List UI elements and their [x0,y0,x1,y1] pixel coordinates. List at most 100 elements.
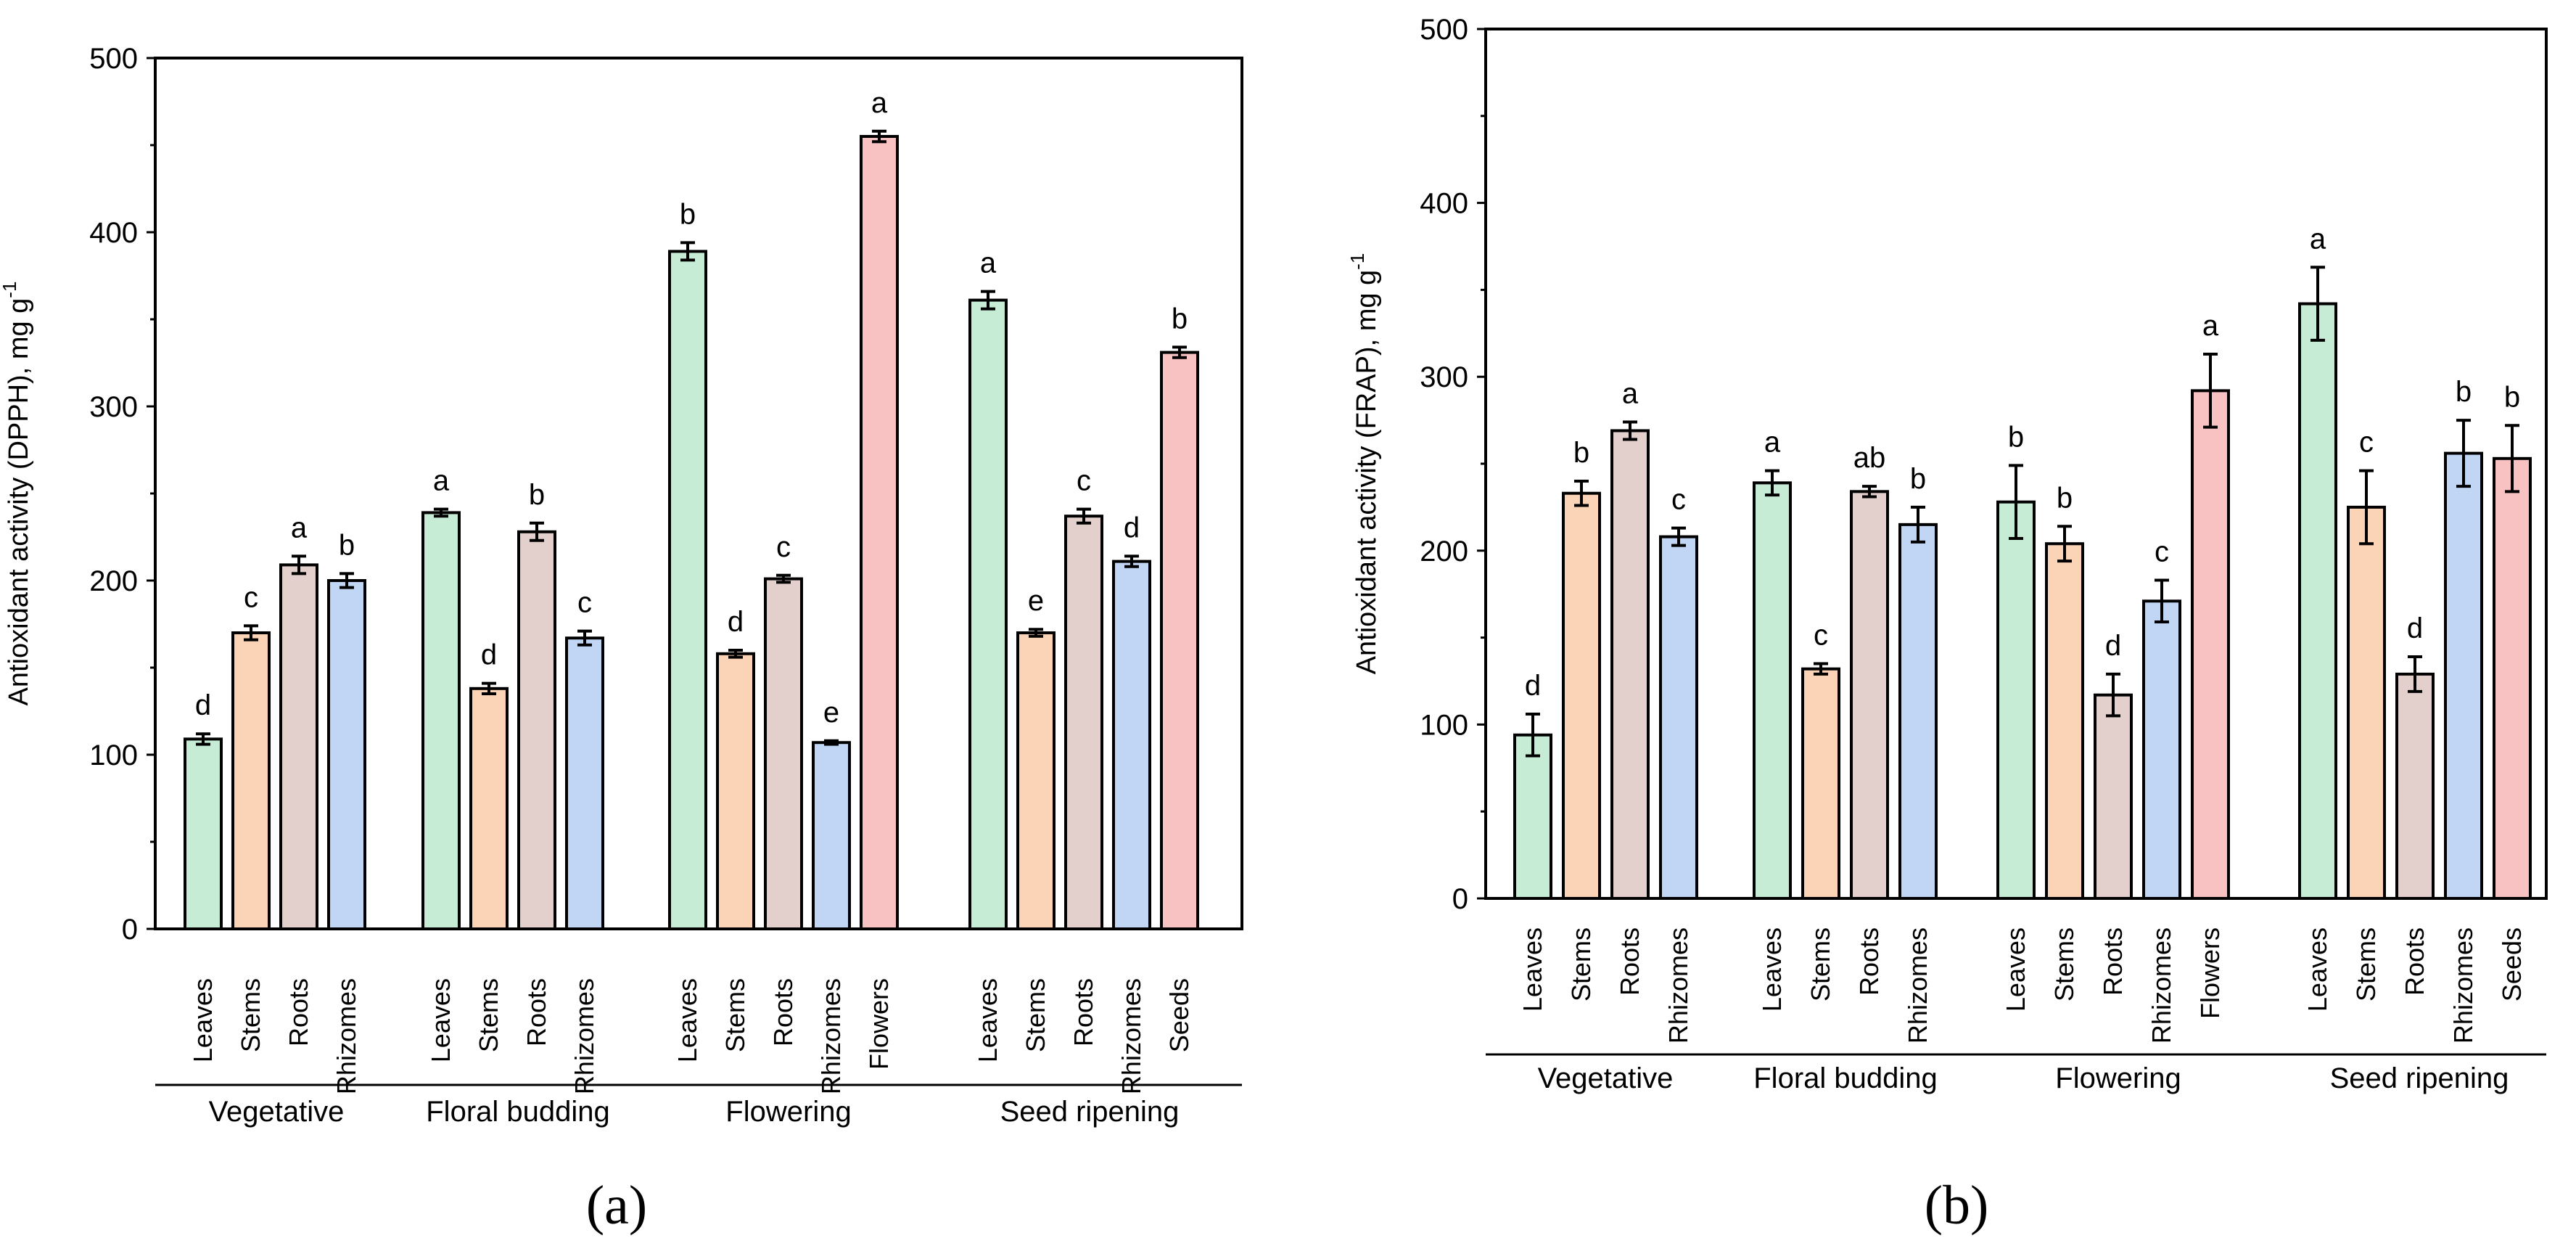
category-label: Stems [1806,927,1835,1001]
bar [469,687,509,930]
plot-frame [1484,28,2548,900]
significance-letter: e [823,697,839,729]
significance-letter: b [339,529,355,561]
significance-letter: ab [1853,442,1886,474]
significance-letter: b [2456,376,2472,408]
category-label: Stems [2049,927,2079,1001]
y-tick-label: 0 [122,914,138,946]
bar [2493,456,2532,900]
bar [1850,490,1889,900]
bar [1064,515,1103,930]
y-tick-label: 500 [89,43,138,75]
bar [2191,389,2230,900]
significance-letter: c [2359,427,2374,459]
category-label: Stems [474,978,503,1052]
panel-caption: (b) [1925,1175,1989,1236]
significance-letter: c [577,587,592,619]
bar [2444,451,2483,900]
bar [231,631,271,930]
category-label: Roots [1854,927,1884,996]
bar [1562,491,1601,900]
significance-letter: a [1764,427,1781,459]
category-label: Rhizomes [1663,927,1693,1044]
bar [2094,693,2133,901]
bar [1659,535,1698,901]
group-label: Flowering [725,1096,851,1128]
significance-letter: b [1573,437,1589,469]
bar [716,652,755,930]
bar [1753,481,1792,900]
significance-letter: b [2008,421,2024,453]
category-label: Stems [720,978,750,1052]
significance-letter: e [1028,585,1044,617]
y-tick-label: 200 [1420,536,1468,567]
category-label: Leaves [1757,927,1787,1012]
bar [2142,599,2181,900]
category-label: Roots [768,978,798,1046]
bar [1610,429,1650,900]
y-tick-label: 400 [1420,188,1468,220]
bar [1016,631,1055,930]
group-label: Floral budding [1753,1062,1938,1094]
bar [565,636,604,930]
category-label: Stems [236,978,266,1052]
bar [1112,560,1151,930]
category-label: Rhizomes [1116,978,1146,1094]
category-label: Roots [2400,927,2429,996]
category-label: Stems [1021,978,1050,1052]
bar [1160,351,1199,931]
category-label: Stems [2351,927,2381,1001]
category-label: Roots [1615,927,1645,996]
category-label: Roots [1069,978,1098,1046]
significance-letter: b [529,479,545,511]
y-tick-label: 100 [89,739,138,771]
group-label: Seed ripening [2330,1062,2509,1094]
bar [2395,672,2435,901]
category-label: Leaves [2001,927,2030,1012]
significance-letter: c [1814,620,1828,652]
significance-letter: a [1622,377,1639,409]
bar [860,135,899,930]
category-label: Leaves [973,978,1003,1062]
bar [2045,542,2084,900]
significance-letter: a [980,247,997,279]
category-label: Leaves [1518,927,1547,1012]
bar [1898,522,1938,900]
y-axis-label-main: Antioxidant activity (DPPH), mg g [4,298,34,706]
category-label: Leaves [426,978,456,1062]
significance-letter: d [481,639,497,671]
significance-letter: a [291,512,308,544]
category-label: Leaves [672,978,702,1062]
bar [517,530,556,930]
category-label: Stems [1566,927,1596,1001]
bar [184,737,223,931]
bar [812,741,851,930]
category-label: Roots [522,978,551,1046]
y-tick-label: 400 [89,217,138,249]
significance-letter: c [244,581,258,613]
significance-letter: a [2310,223,2326,255]
significance-letter: d [1525,670,1541,702]
category-label: Flowers [2195,927,2225,1019]
group-label: Floral budding [426,1096,610,1128]
y-tick-label: 200 [89,565,138,597]
significance-letter: c [776,531,791,563]
bar [279,563,318,931]
y-tick-label: 0 [1452,883,1468,915]
category-label: Roots [284,978,313,1046]
significance-letter: d [728,606,744,638]
group-label: Vegetative [209,1096,345,1128]
bar [2347,505,2386,900]
category-label: Flowers [864,978,894,1070]
bar [2298,302,2337,900]
significance-letter: b [1910,463,1926,495]
y-tick-label: 300 [89,391,138,423]
panel-b-frap-chart: 0 100 200 300 400 500 Antioxidant activity (FR… [1346,14,2548,1236]
category-label: Roots [2098,927,2128,996]
category-label: Rhizomes [332,978,361,1094]
y-tick-label: 500 [1420,14,1468,46]
category-label: Seeds [1164,978,1194,1052]
bar [968,298,1008,931]
category-label: Leaves [188,978,218,1062]
